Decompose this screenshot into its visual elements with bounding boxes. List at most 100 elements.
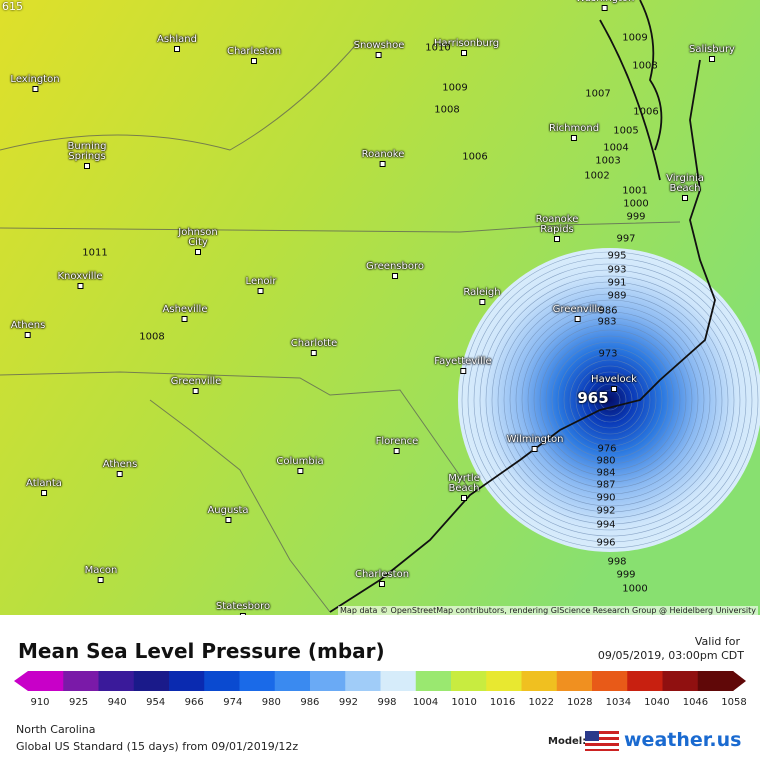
colorbar-segment	[451, 671, 487, 691]
colorbar-segment	[133, 671, 170, 691]
colorbar-segment	[380, 671, 417, 691]
isobar-label: 1000	[623, 198, 649, 210]
colorbar-segment	[63, 671, 99, 691]
city-label: Snowshoe	[354, 41, 405, 58]
isobar-label: 1002	[584, 170, 610, 182]
isobar-label: 999	[626, 211, 646, 223]
city-label: Salisbury	[689, 45, 735, 62]
isobar-label: 995	[607, 250, 627, 262]
colorbar-arrow	[733, 671, 746, 691]
region: North Carolina	[16, 723, 96, 736]
colorbar-tick-label: 1040	[644, 697, 670, 708]
isobar	[503, 293, 717, 507]
footer: Mean Sea Level Pressure (mbar) Valid for…	[0, 615, 760, 760]
valid-label: Valid for	[694, 635, 740, 648]
isobar-label: 1011	[82, 247, 108, 259]
map: Washington Ashland Charleston Snowshoe Harri…	[0, 0, 760, 615]
colorbar-tick-label: 980	[261, 697, 281, 708]
isobar-label: 976	[597, 443, 617, 455]
city-label: Statesboro	[216, 602, 270, 615]
colorbar-tick-label: 954	[146, 697, 166, 708]
isobar	[479, 269, 741, 531]
colorbar-tick-label: 1010	[451, 697, 477, 708]
colorbar	[14, 671, 746, 691]
isobar	[509, 299, 711, 501]
colorbar-segment	[697, 671, 734, 691]
colorbar-segment	[239, 671, 276, 691]
isobar-label: 1006	[462, 151, 488, 163]
city-label: Asheville	[163, 305, 208, 322]
city-label: Washington	[576, 0, 635, 11]
colorbar-tick-label: 974	[223, 697, 243, 708]
isobar	[575, 365, 645, 435]
isobar	[515, 305, 705, 495]
isobar-label: 999	[616, 569, 636, 581]
city-label: Greensboro	[366, 262, 424, 279]
city-label: Ashland	[157, 35, 197, 52]
isobar-label: 984	[596, 467, 616, 479]
corner-label: 615	[2, 0, 23, 13]
city-label: Wilmington	[507, 435, 564, 452]
colorbar-segment	[592, 671, 628, 691]
colorbar-tick-label: 966	[184, 697, 204, 708]
isobar-label: 993	[607, 264, 627, 276]
isobar	[461, 251, 759, 549]
isobar-label: 1008	[434, 104, 460, 116]
colorbar-tick-label: 910	[30, 697, 50, 708]
isobar	[491, 281, 729, 519]
isobar-label: 998	[607, 556, 627, 568]
isobar-label: 1008	[139, 331, 165, 343]
city-label: Greenville	[553, 305, 604, 322]
flag	[585, 731, 619, 751]
colorbar-tick-label: 925	[69, 697, 89, 708]
city-label: Fayetteville	[434, 357, 491, 374]
isobar-label: 990	[596, 492, 616, 504]
brand[interactable]: weather.us	[624, 729, 742, 751]
colorbar-segment	[556, 671, 593, 691]
city-label: Lenoir	[246, 277, 277, 294]
city-label: Raleigh	[463, 288, 500, 305]
colorbar-tick-label: 940	[107, 697, 127, 708]
isobar-label: 992	[596, 505, 616, 517]
city-label: Johnson City	[168, 228, 228, 255]
colorbar-segment	[274, 671, 311, 691]
isobar-label: 1000	[622, 583, 648, 595]
low-center-label: 965	[577, 389, 609, 407]
colorbar-segment	[627, 671, 663, 691]
city-label: Augusta	[207, 506, 248, 523]
colorbar-segment	[486, 671, 522, 691]
colorbar-tick-label: 998	[377, 697, 397, 708]
isobar-label: 987	[596, 479, 616, 491]
colorbar-tick-label: 1028	[567, 697, 593, 708]
city-label: Florence	[376, 437, 419, 454]
colorbar-tick-label: 1046	[682, 697, 709, 708]
city-label: Myrtle Beach	[434, 474, 494, 501]
isobar-label: 991	[607, 277, 627, 289]
city-label: Knoxville	[57, 272, 102, 289]
isobar	[521, 311, 699, 489]
isobar-label: 1004	[603, 142, 629, 154]
colorbar-segment	[662, 671, 699, 691]
isobar	[557, 347, 663, 453]
city-label: Lexington	[10, 75, 59, 92]
map-background	[0, 0, 760, 615]
isobar-label: 1003	[595, 155, 621, 167]
city-label: Virginia Beach	[655, 174, 715, 201]
isobar-label: 986	[598, 305, 618, 317]
isobar-label: 1010	[425, 42, 451, 54]
colorbar-segment	[169, 671, 205, 691]
city-label: Columbia	[276, 457, 323, 474]
isobar	[527, 317, 693, 483]
isobar	[551, 341, 669, 459]
isobar	[563, 353, 657, 447]
isobar-label: 996	[596, 537, 616, 549]
colorbar-tick-label: 992	[338, 697, 358, 708]
isobar-label: 1008	[632, 60, 658, 72]
city-label: Charleston	[355, 570, 409, 587]
colorbar-tick-label: 1022	[528, 697, 554, 708]
colorbar-tick-label: 1034	[605, 697, 632, 708]
isobar	[569, 359, 651, 441]
colorbar-tick-label: 1058	[721, 697, 747, 708]
colorbar-segment	[521, 671, 558, 691]
